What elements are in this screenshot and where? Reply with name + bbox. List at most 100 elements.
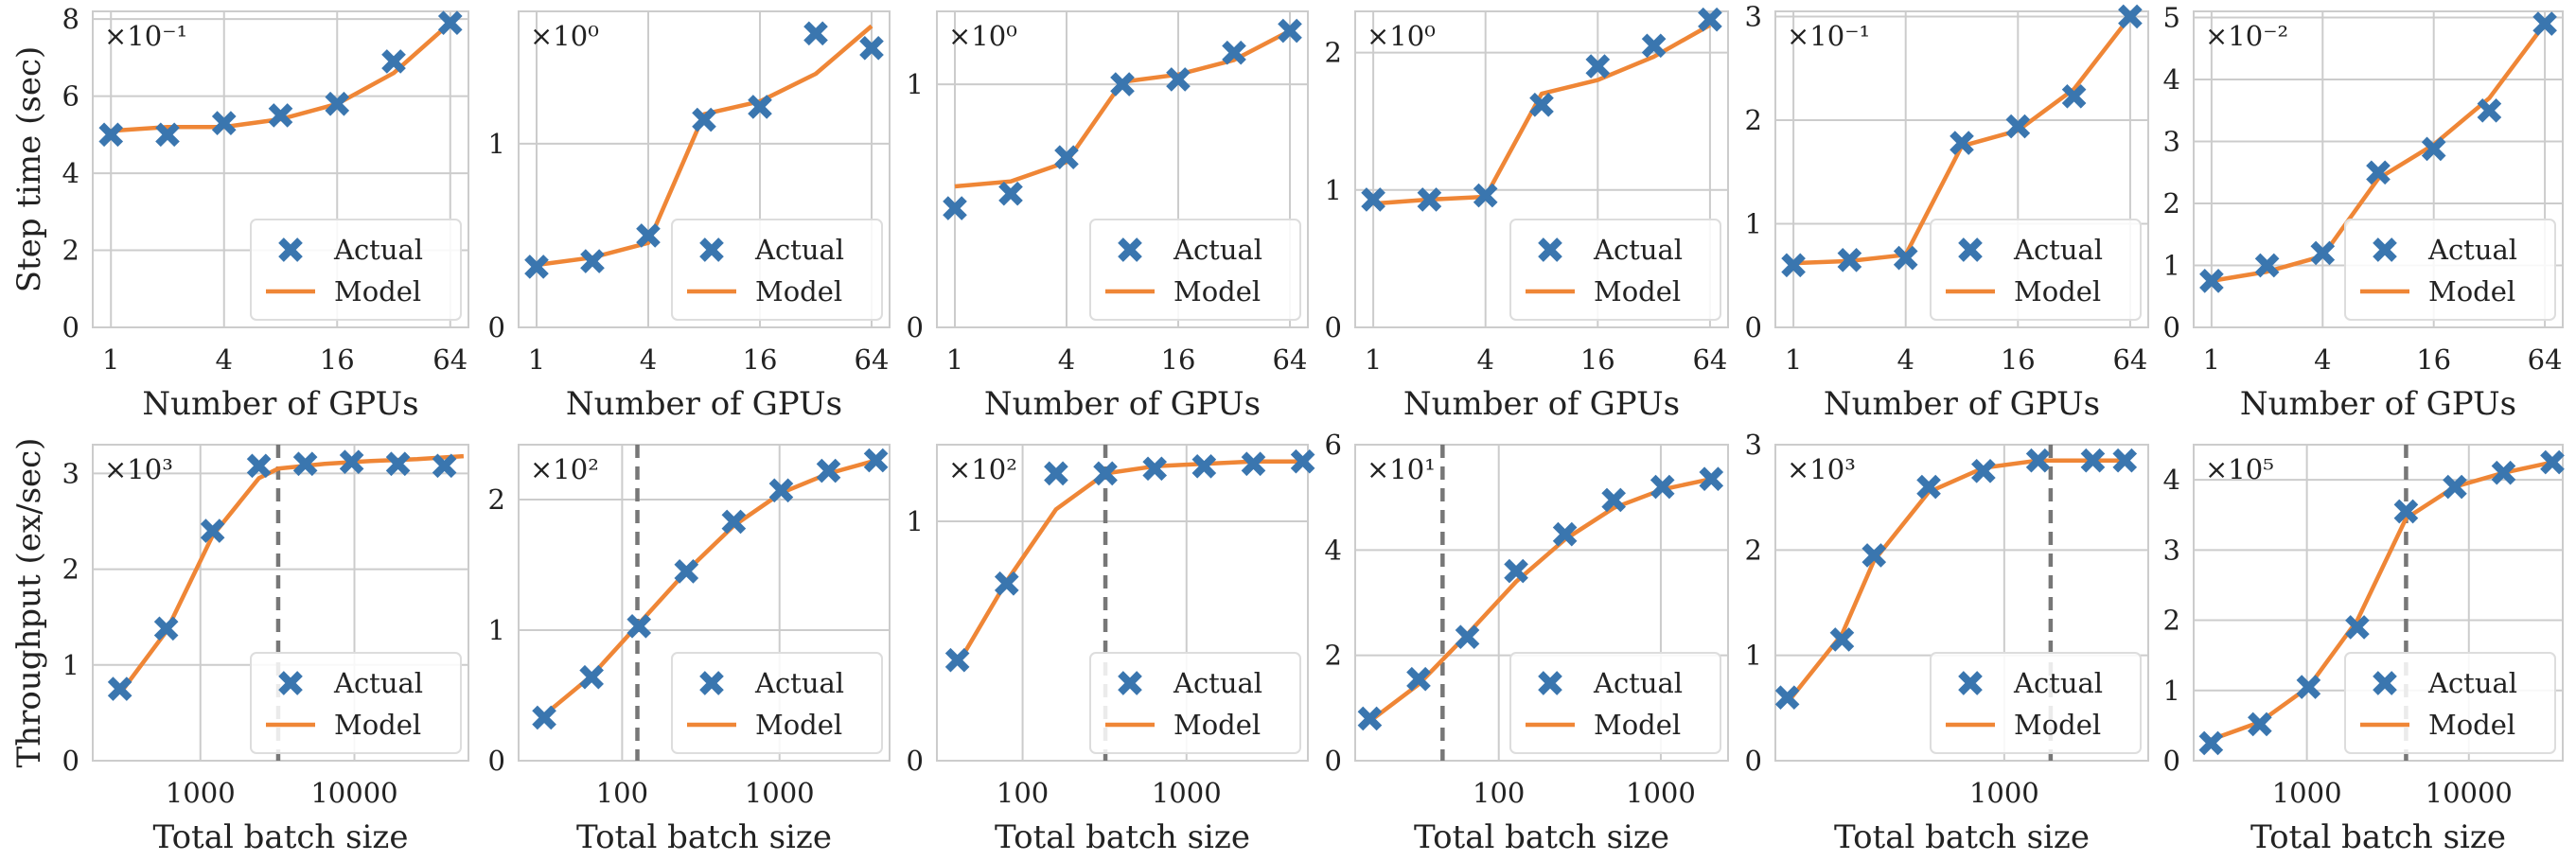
actual-marker bbox=[2025, 448, 2051, 473]
chart-panel-8: 100 1000 0 1 2 ×10² Actual Model Total batch siz… bbox=[488, 444, 891, 856]
legend-actual-label: Actual bbox=[2427, 234, 2517, 266]
x-tick-label: 16 bbox=[2001, 343, 2036, 376]
x-tick-label: 1 bbox=[528, 343, 545, 376]
chart-panel-10: 100 1000 0 2 4 6 ×10¹ Actual Model Total batch si… bbox=[1325, 429, 1729, 856]
legend-actual-label: Actual bbox=[1593, 667, 1683, 699]
actual-marker bbox=[2118, 4, 2143, 29]
x-axis-label: Total batch size bbox=[153, 818, 409, 856]
actual-marker bbox=[2532, 11, 2557, 36]
legend-box bbox=[1930, 219, 2142, 321]
scale-multiplier: ×10² bbox=[948, 453, 1017, 485]
actual-marker bbox=[692, 107, 716, 132]
x-axis-label: Number of GPUs bbox=[1824, 385, 2100, 423]
actual-marker bbox=[107, 676, 132, 701]
actual-marker bbox=[1191, 453, 1217, 479]
legend-actual-marker bbox=[1958, 671, 1983, 695]
legend-actual-marker bbox=[2373, 671, 2397, 695]
legend-actual-marker bbox=[1538, 237, 1562, 262]
legend-model-label: Model bbox=[334, 275, 421, 308]
actual-marker bbox=[2345, 615, 2370, 640]
y-tick-label: 2 bbox=[488, 483, 505, 516]
actual-marker bbox=[1357, 706, 1383, 731]
legend-box bbox=[1089, 219, 1301, 321]
x-axis-label: Total batch size bbox=[2250, 818, 2506, 856]
y-tick-label: 4 bbox=[2163, 464, 2180, 496]
legend: Actual Model bbox=[1089, 652, 1301, 754]
x-tick-label: 1 bbox=[2203, 343, 2220, 376]
y-tick-label: 1 bbox=[907, 505, 924, 537]
actual-marker bbox=[803, 21, 828, 46]
axes-frame bbox=[2193, 10, 2564, 328]
scale-multiplier: ×10⁻¹ bbox=[104, 20, 187, 52]
actual-marker bbox=[1893, 245, 1918, 271]
actual-marker bbox=[944, 647, 970, 673]
x-tick-label: 16 bbox=[2416, 343, 2451, 376]
x-tick-label: 4 bbox=[1476, 343, 1493, 376]
x-axis-label: Number of GPUs bbox=[984, 385, 1261, 423]
y-tick-label: 2 bbox=[1745, 534, 1762, 566]
y-tick-label: 1 bbox=[1325, 174, 1342, 206]
actual-marker bbox=[292, 451, 318, 477]
y-tick-label: 0 bbox=[1745, 745, 1762, 777]
actual-marker bbox=[626, 614, 652, 639]
x-tick-label: 10000 bbox=[2426, 777, 2513, 809]
actual-marker bbox=[721, 509, 747, 535]
y-tick-label: 1 bbox=[2163, 250, 2180, 282]
actual-marker bbox=[385, 451, 411, 477]
x-axis-label: Number of GPUs bbox=[566, 385, 842, 423]
y-tick-label: 4 bbox=[62, 157, 79, 189]
actual-marker bbox=[1093, 461, 1118, 486]
axes-frame bbox=[92, 444, 469, 762]
actual-marker bbox=[1110, 72, 1135, 97]
legend-actual-label: Actual bbox=[2013, 667, 2103, 699]
actual-marker bbox=[1529, 92, 1554, 117]
actual-marker bbox=[1054, 145, 1079, 169]
x-tick-label: 64 bbox=[432, 343, 468, 376]
legend-actual-marker bbox=[2373, 237, 2397, 262]
y-tick-label: 1 bbox=[62, 649, 79, 681]
actual-marker bbox=[579, 664, 604, 690]
legend: Actual Model bbox=[1509, 219, 1721, 321]
x-tick-label: 64 bbox=[1273, 343, 1308, 376]
x-tick-label: 16 bbox=[1580, 343, 1615, 376]
actual-marker bbox=[325, 91, 350, 116]
actual-marker bbox=[532, 705, 556, 730]
y-tick-label: 2 bbox=[1745, 104, 1762, 136]
y-tick-label: 0 bbox=[1325, 311, 1342, 343]
x-axis-label: Number of GPUs bbox=[1403, 385, 1680, 423]
x-axis-label: Total batch size bbox=[995, 818, 1250, 856]
actual-marker bbox=[1916, 474, 1941, 500]
y-tick-label: 0 bbox=[2163, 745, 2180, 777]
actual-marker bbox=[437, 10, 463, 36]
actual-marker bbox=[816, 458, 841, 483]
chart-panel-7: 1000 10000 0 1 2 3 ×10³ Actual Model Total batch … bbox=[10, 438, 469, 856]
actual-marker bbox=[994, 571, 1019, 596]
legend-box bbox=[1509, 652, 1721, 754]
x-tick-label: 100 bbox=[997, 777, 1049, 809]
legend: Actual Model bbox=[671, 219, 883, 321]
actual-marker bbox=[1473, 183, 1498, 208]
actual-marker bbox=[1241, 451, 1266, 477]
legend: Actual Model bbox=[250, 219, 462, 321]
y-tick-label: 0 bbox=[907, 745, 924, 777]
scale-multiplier: ×10³ bbox=[104, 453, 173, 485]
actual-marker bbox=[1455, 624, 1480, 650]
y-tick-label: 2 bbox=[62, 554, 79, 586]
actual-marker bbox=[748, 95, 772, 119]
legend: Actual Model bbox=[2344, 652, 2556, 754]
x-tick-label: 64 bbox=[2528, 343, 2563, 376]
x-tick-label: 1000 bbox=[2272, 777, 2342, 809]
x-tick-label: 1000 bbox=[166, 777, 236, 809]
actual-marker bbox=[580, 249, 605, 273]
axes-frame bbox=[518, 10, 891, 328]
legend-actual-marker bbox=[278, 237, 303, 262]
x-axis-label: Number of GPUs bbox=[2240, 385, 2516, 423]
x-tick-label: 1000 bbox=[1152, 777, 1222, 809]
legend-box bbox=[250, 652, 462, 754]
axes-frame bbox=[92, 10, 469, 328]
legend-actual-marker bbox=[699, 237, 724, 262]
legend-model-label: Model bbox=[755, 709, 842, 741]
actual-marker bbox=[155, 122, 180, 148]
legend-actual-label: Actual bbox=[754, 234, 844, 266]
